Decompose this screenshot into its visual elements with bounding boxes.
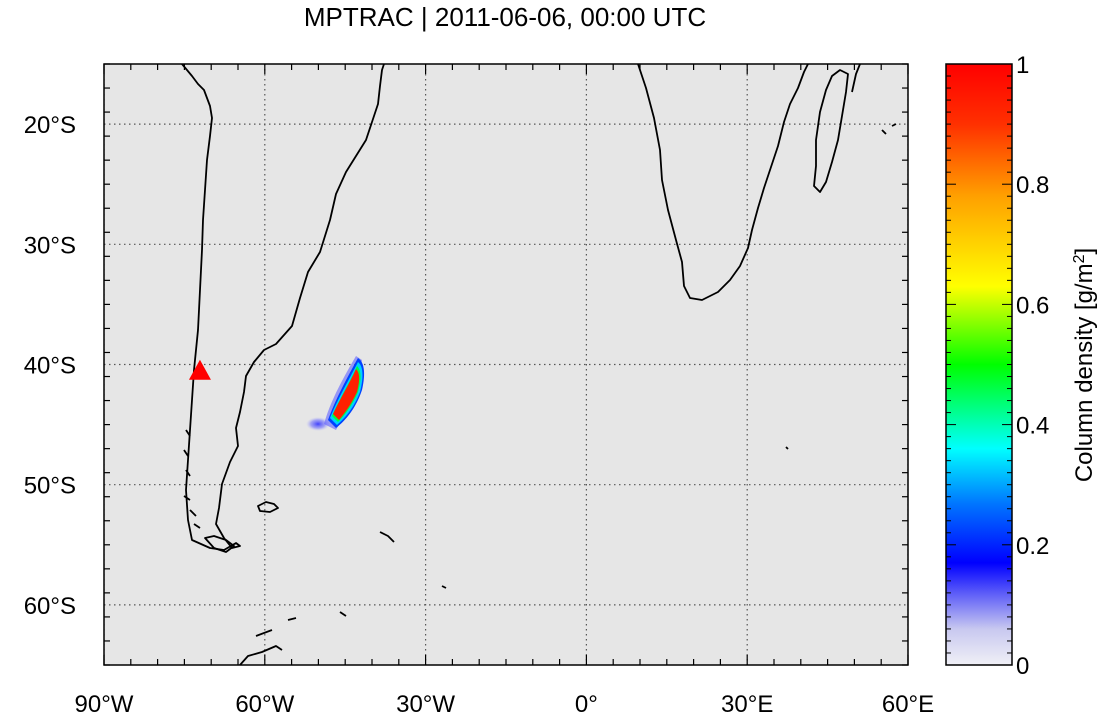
frame-ticks [103, 63, 909, 666]
lat-tick-label: 20°S [24, 112, 76, 139]
colorbar-label-end: ] [1071, 248, 1098, 255]
volcano-triangle-icon [188, 359, 211, 380]
colorbar-tick-labels: 0 0.2 0.4 0.6 0.8 1 [1016, 52, 1049, 680]
colorbar-label-superscript: 2 [1071, 254, 1088, 263]
longitude-labels: 90°W 60°W 30°W 0° 30°E 60°E [75, 691, 935, 718]
colorbar-tick-label: 0.6 [1016, 292, 1049, 319]
falkland-islands [257, 501, 279, 513]
colorbar-frame [945, 63, 1013, 666]
lat-tick-label: 50°S [24, 473, 76, 500]
latitude-labels: 20°S 30°S 40°S 50°S 60°S [24, 112, 76, 620]
chile-islands [183, 429, 201, 529]
south-sandwich [441, 585, 447, 589]
map-title: MPTRAC | 2011-06-06, 00:00 UTC [303, 2, 707, 32]
arabian-coast [851, 64, 861, 93]
coastlines [181, 64, 897, 665]
grid-lines [104, 64, 908, 665]
lat-tick-label: 40°S [24, 353, 76, 380]
colorbar-label-text: Column density [g/m [1071, 263, 1098, 482]
madagascar-coastline [813, 69, 849, 193]
colorbar-tick-label: 0.2 [1016, 533, 1049, 560]
tierra-del-fuego [204, 535, 235, 553]
colorbar-tick-label: 1 [1016, 52, 1029, 79]
lon-tick-label: 30°W [396, 691, 455, 718]
lon-tick-label: 60°E [882, 691, 934, 718]
south-america-coastline [181, 64, 385, 551]
lon-tick-label: 60°W [235, 691, 294, 718]
lat-tick-label: 30°S [24, 232, 76, 259]
lat-tick-label: 60°S [24, 593, 76, 620]
colorbar-gradient [946, 64, 1012, 665]
colorbar-minor-ticks [946, 63, 1012, 666]
ash-plume [306, 356, 365, 431]
mascarene-islands [881, 123, 897, 135]
lon-tick-label: 0° [575, 691, 598, 718]
lon-tick-label: 30°E [721, 691, 773, 718]
lon-tick-label: 90°W [75, 691, 134, 718]
prince-edward-island [785, 446, 789, 450]
colorbar-tick-label: 0 [1016, 653, 1029, 680]
colorbar-tick-label: 0.4 [1016, 413, 1049, 440]
africa-coastline [637, 64, 809, 301]
south-georgia [379, 531, 395, 543]
colorbar-tick-label: 0.8 [1016, 172, 1049, 199]
antarctic-peninsula [239, 611, 347, 665]
colorbar-label: Column density [g/m2] [1071, 248, 1099, 482]
